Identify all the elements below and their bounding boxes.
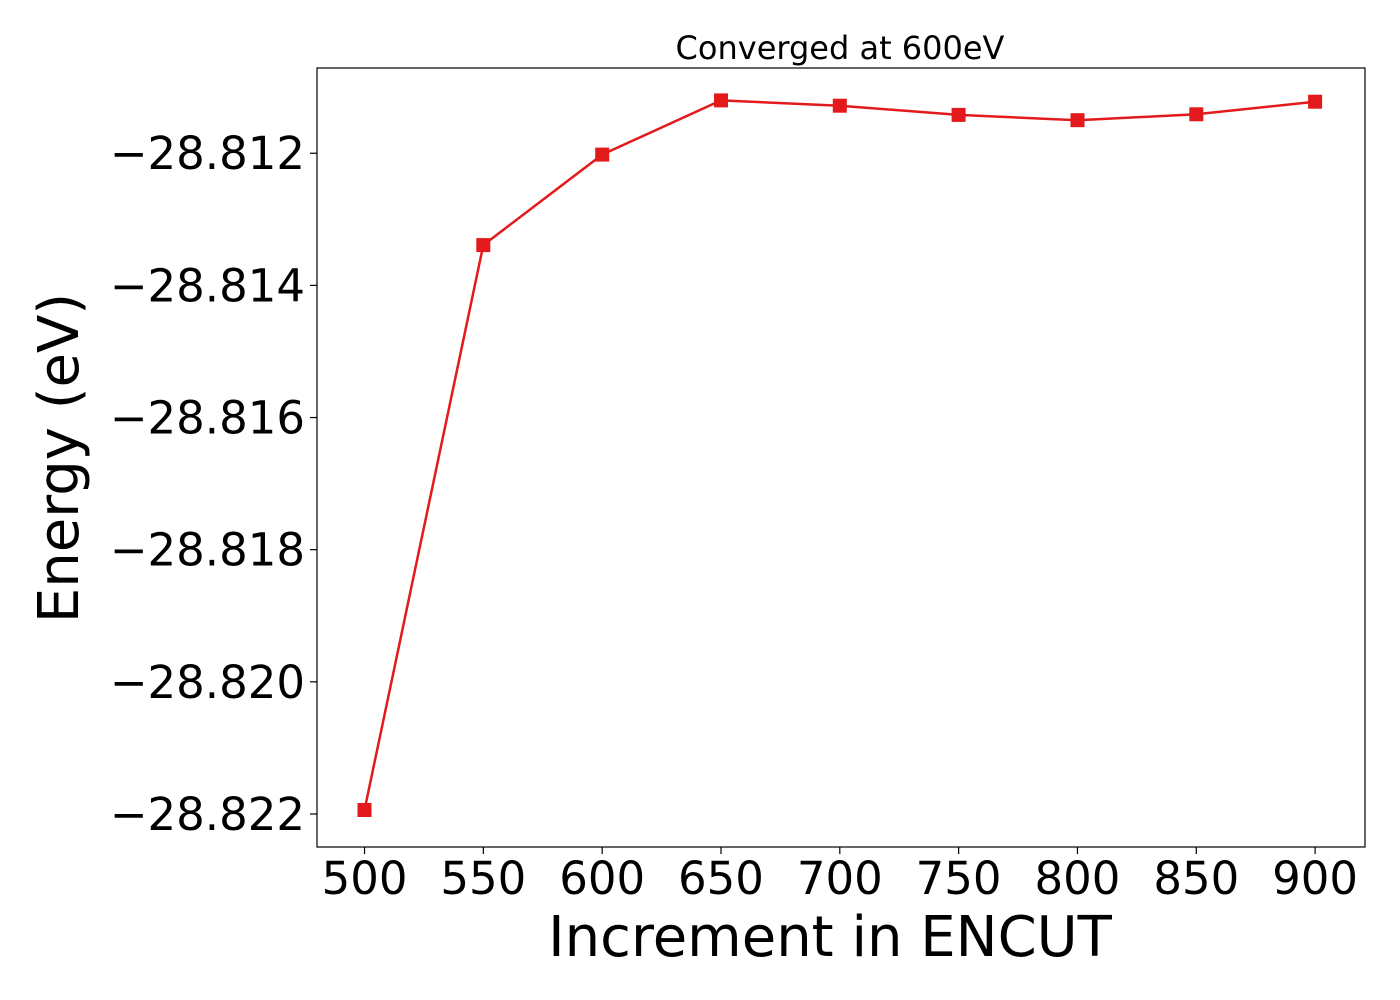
y-axis-label: Energy (eV) [27, 293, 92, 623]
plot-area [357, 93, 1323, 817]
data-point [1189, 107, 1204, 122]
axes: 500 550 600 650 700 750 800 850 900 −28.812 −28.81… [110, 67, 1366, 905]
y-tick-label: −28.820 [110, 656, 305, 709]
x-tick-label: 600 [559, 852, 645, 905]
data-point [476, 238, 491, 253]
chart-title: Converged at 600eV [676, 29, 1005, 67]
y-tick-label: −28.822 [110, 788, 305, 841]
x-tick-label: 750 [916, 852, 1002, 905]
y-tick-label: −28.816 [110, 392, 305, 445]
data-point [832, 98, 847, 113]
x-tick-label: 700 [797, 852, 883, 905]
data-point [357, 803, 372, 817]
data-point [1070, 113, 1085, 128]
y-tick-label: −28.818 [110, 524, 305, 577]
data-point [595, 147, 610, 162]
x-tick-label: 650 [678, 852, 764, 905]
plot-frame [316, 67, 1366, 848]
x-tick-label: 900 [1272, 852, 1358, 905]
y-tick-label: −28.814 [110, 259, 305, 312]
x-tick-label: 550 [440, 852, 526, 905]
data-point [951, 107, 966, 122]
x-tick-label: 500 [322, 852, 408, 905]
x-tick-label: 850 [1153, 852, 1239, 905]
y-tick-label: −28.812 [110, 127, 305, 180]
x-axis-label: Increment in ENCUT [548, 905, 1113, 970]
data-point [1308, 94, 1323, 109]
x-tick-label: 800 [1035, 852, 1121, 905]
data-point [714, 93, 728, 108]
